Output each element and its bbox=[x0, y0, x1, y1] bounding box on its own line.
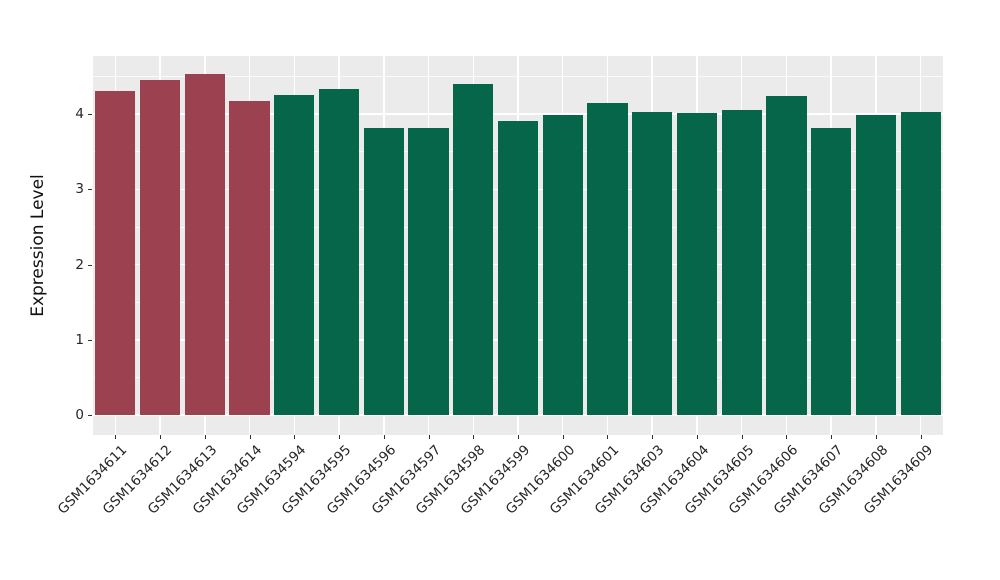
y-tick-mark bbox=[88, 339, 92, 341]
x-tick-mark bbox=[383, 435, 385, 439]
y-axis-title: Expression Level bbox=[28, 174, 48, 317]
bar-GSM1634595 bbox=[318, 88, 360, 415]
y-tick-mark bbox=[88, 264, 92, 266]
x-tick-mark bbox=[249, 435, 251, 439]
bar-GSM1634605 bbox=[721, 109, 762, 415]
y-tick-label: 2 bbox=[75, 256, 84, 273]
x-tick-mark bbox=[294, 435, 296, 439]
bar-GSM1634614 bbox=[229, 100, 270, 415]
x-tick-mark bbox=[562, 435, 564, 439]
bar-GSM1634609 bbox=[900, 111, 941, 415]
x-tick-mark bbox=[652, 435, 654, 439]
bar-GSM1634606 bbox=[766, 96, 807, 415]
bar-GSM1634603 bbox=[632, 111, 673, 415]
bar-GSM1634600 bbox=[542, 114, 583, 415]
x-tick-mark bbox=[428, 435, 430, 439]
x-tick-mark bbox=[875, 435, 877, 439]
h-gridline-minor bbox=[93, 76, 943, 78]
bar-GSM1634601 bbox=[587, 102, 628, 415]
x-tick-mark bbox=[115, 435, 117, 439]
x-tick-mark bbox=[339, 435, 341, 439]
x-tick-mark bbox=[831, 435, 833, 439]
x-tick-mark bbox=[160, 435, 162, 439]
x-tick-mark bbox=[786, 435, 788, 439]
x-tick-mark bbox=[473, 435, 475, 439]
y-tick-mark bbox=[88, 415, 92, 416]
h-gridline-major bbox=[93, 113, 943, 115]
bar-GSM1634604 bbox=[676, 113, 718, 415]
y-tick-mark bbox=[88, 114, 92, 116]
bar-GSM1634611 bbox=[95, 90, 136, 415]
x-tick-mark bbox=[607, 435, 609, 439]
h-gridline-major bbox=[93, 414, 943, 416]
x-tick-mark bbox=[741, 435, 743, 439]
bar-GSM1634594 bbox=[274, 95, 315, 415]
bar-GSM1634607 bbox=[811, 127, 852, 415]
x-tick-mark bbox=[696, 435, 698, 439]
x-tick-mark bbox=[204, 435, 206, 439]
bar-GSM1634597 bbox=[408, 127, 449, 415]
bar-GSM1634599 bbox=[497, 120, 539, 415]
bar-GSM1634613 bbox=[184, 73, 225, 415]
bar-GSM1634598 bbox=[453, 84, 494, 415]
y-tick-label: 1 bbox=[75, 331, 84, 348]
bar-GSM1634612 bbox=[139, 80, 181, 415]
x-tick-mark bbox=[518, 435, 519, 439]
bar-GSM1634608 bbox=[855, 114, 896, 415]
plot-panel bbox=[93, 56, 943, 435]
x-tick-mark bbox=[920, 435, 922, 439]
y-tick-label: 4 bbox=[75, 106, 84, 123]
bar-GSM1634596 bbox=[363, 127, 404, 415]
y-tick-mark bbox=[88, 189, 92, 191]
y-tick-label: 0 bbox=[75, 407, 84, 423]
y-tick-label: 3 bbox=[75, 181, 84, 198]
